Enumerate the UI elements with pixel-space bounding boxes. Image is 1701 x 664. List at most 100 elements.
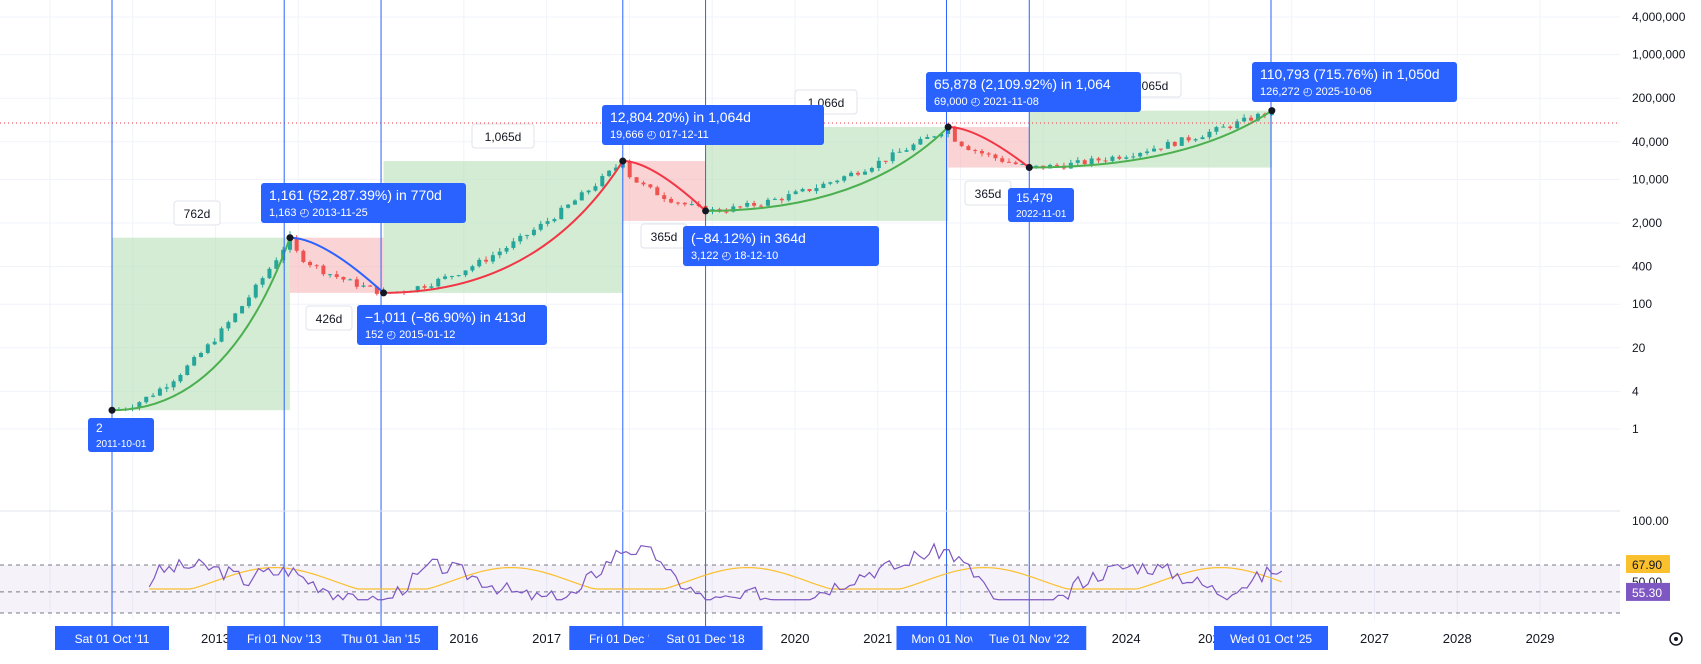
- candle: [1117, 156, 1122, 159]
- candle: [178, 375, 183, 382]
- candle: [1089, 158, 1094, 165]
- pivot-badge-price: 2: [96, 421, 103, 435]
- candle: [531, 229, 536, 236]
- candle: [835, 180, 840, 183]
- candle: [1020, 163, 1025, 165]
- candle: [600, 176, 605, 187]
- candle: [361, 285, 366, 287]
- candle: [1000, 158, 1005, 162]
- gear-icon-hub: [1674, 637, 1678, 641]
- measurement-sub: 69,000 ◴ 2021-11-08: [934, 96, 1039, 108]
- measurement-callout: [602, 105, 824, 145]
- candle: [253, 284, 258, 298]
- candle: [1165, 141, 1170, 149]
- measurement-sub: 1,163 ◴ 2013-11-25: [269, 207, 368, 219]
- candle: [1242, 117, 1247, 122]
- trend-curves: [111, 109, 1273, 412]
- date-badge-label: Sat 01 Oct '11: [75, 632, 150, 646]
- candle: [504, 247, 509, 252]
- trend-curve: [289, 236, 385, 294]
- date-badge-label: Fri 01 Dec '1: [589, 632, 657, 646]
- candle: [890, 152, 895, 162]
- candle: [772, 198, 777, 200]
- candle: [151, 395, 156, 397]
- candle: [1172, 141, 1177, 146]
- measurement-sub: 152 ◴ 2015-01-12: [365, 329, 455, 341]
- price-tick: 20: [1632, 341, 1646, 355]
- trend-curve: [948, 126, 1030, 169]
- candle: [1006, 161, 1011, 163]
- year-tick: 2021: [863, 631, 892, 646]
- candle: [1131, 156, 1136, 158]
- candle: [800, 189, 805, 192]
- pivot-badge-price: 15,479: [1016, 191, 1053, 205]
- candle: [1110, 156, 1115, 161]
- candle: [821, 183, 826, 189]
- candle: [1082, 160, 1087, 165]
- candle: [212, 341, 217, 345]
- year-tick: 2017: [532, 631, 561, 646]
- candle: [477, 259, 482, 267]
- candle: [759, 205, 764, 207]
- candle: [490, 255, 495, 262]
- candle: [904, 150, 909, 152]
- candle: [959, 141, 964, 147]
- duration-label: 1,065d: [485, 130, 522, 144]
- date-badge-label: Tue 01 Nov '22: [989, 632, 1070, 646]
- candle: [897, 151, 902, 153]
- candle: [724, 211, 729, 213]
- trend-curve: [1029, 109, 1273, 169]
- range-zones: [112, 110, 1272, 411]
- candle: [334, 274, 339, 277]
- candle: [675, 202, 680, 204]
- candle: [274, 260, 279, 269]
- candle: [669, 198, 674, 203]
- candle: [226, 322, 231, 329]
- measurement-sub: 19,666 ◴ 017-12-11: [610, 129, 709, 141]
- date-badge: [324, 626, 439, 650]
- candle: [869, 167, 874, 172]
- pivot-dot: [619, 157, 627, 165]
- year-tick: 2029: [1526, 631, 1555, 646]
- candle: [779, 198, 784, 201]
- candle: [752, 202, 757, 206]
- candle: [1200, 137, 1205, 140]
- candle: [267, 268, 272, 279]
- measurement-callout: [683, 226, 879, 266]
- measurement-text: 110,793 (715.76%) in 1,050d: [1260, 66, 1440, 82]
- candle: [1054, 164, 1059, 166]
- candle: [1186, 137, 1191, 141]
- trend-curve: [111, 237, 291, 412]
- rsi-tick: 100.00: [1632, 514, 1669, 528]
- measurement-text: 65,878 (2,109.92%) in 1,064: [934, 76, 1111, 92]
- candle: [511, 241, 516, 248]
- candle: [374, 286, 379, 294]
- date-badge-label: Mon 01 Nov ': [911, 632, 981, 646]
- year-tick: 2016: [449, 631, 478, 646]
- candle: [993, 154, 998, 159]
- candle: [137, 402, 142, 408]
- candle: [883, 160, 888, 162]
- candle: [301, 250, 306, 262]
- candle: [233, 313, 238, 323]
- price-tick: 200,000: [1632, 91, 1676, 105]
- candle: [593, 186, 598, 191]
- duration-label: 365d: [651, 230, 678, 244]
- date-badge: [972, 626, 1087, 650]
- rsi-upper-label: 67.90: [1632, 558, 1662, 572]
- rsi-ma-line: [149, 566, 1282, 590]
- range-zone: [622, 161, 706, 221]
- price-tick: 10,000: [1632, 172, 1669, 186]
- year-tick: 2028: [1443, 631, 1472, 646]
- duration-label: 365d: [975, 187, 1002, 201]
- candle: [192, 357, 197, 366]
- candle: [1075, 160, 1080, 163]
- candle: [1158, 148, 1163, 150]
- candle: [627, 161, 632, 178]
- gear-icon-ring: [1669, 632, 1683, 646]
- year-tick: 2027: [1360, 631, 1389, 646]
- range-zone: [112, 237, 290, 411]
